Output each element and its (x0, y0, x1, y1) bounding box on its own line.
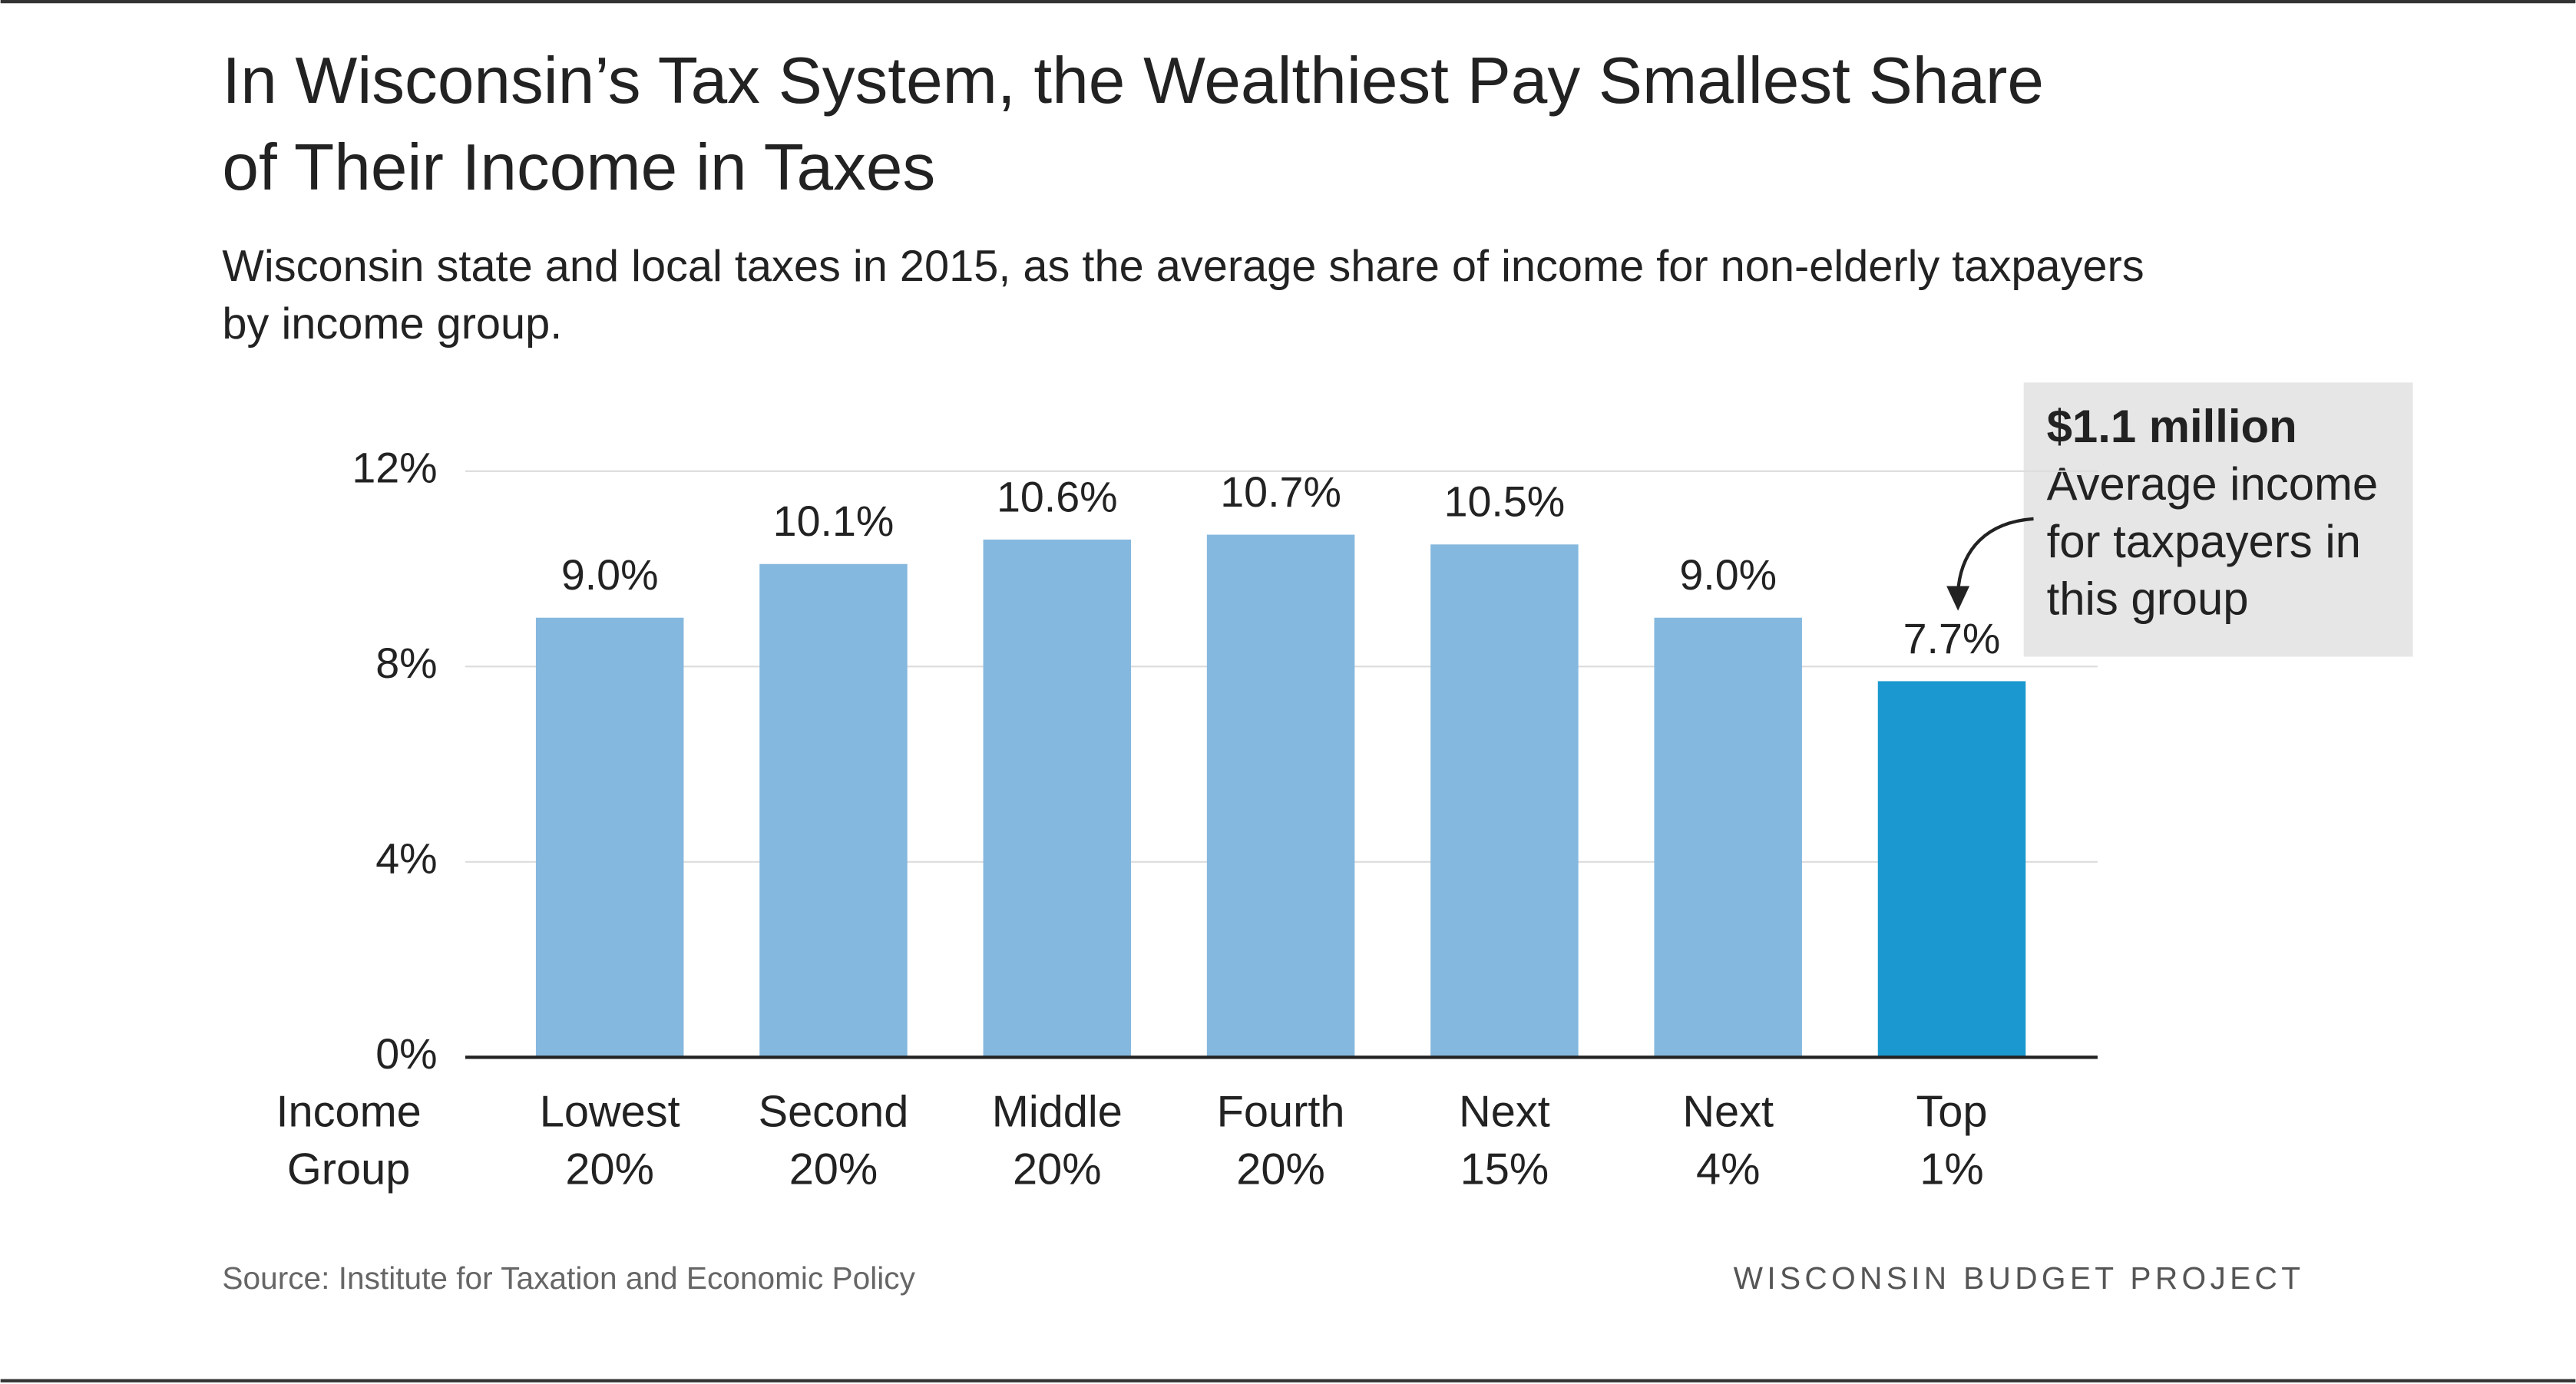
bar (1430, 544, 1579, 1058)
chart-title: In Wisconsin’s Tax System, the Wealthies… (222, 45, 2044, 117)
subtitle: Wisconsin state and local taxes in 2015,… (222, 242, 2144, 291)
value-label: 10.1% (773, 497, 894, 545)
y-tick-label: 8% (375, 639, 437, 687)
annotation-box (2023, 382, 2413, 657)
bar (1654, 617, 1802, 1058)
x-tick-label: Second (759, 1087, 909, 1136)
y-tick-label: 12% (352, 444, 437, 492)
x-tick-label: Middle (992, 1087, 1123, 1136)
bar (983, 539, 1132, 1058)
bar (535, 617, 684, 1058)
x-tick-label: Lowest (540, 1087, 680, 1136)
value-label: 9.0% (561, 551, 659, 599)
x-tick-label: 20% (565, 1145, 654, 1194)
subtitle: by income group. (222, 299, 562, 348)
value-label: 7.7% (1903, 615, 2001, 662)
annotation-text: this group (2047, 573, 2249, 625)
source: Source: Institute for Taxation and Econo… (222, 1260, 915, 1296)
y-tick-label: 0% (375, 1030, 437, 1078)
x-axis-label: Group (287, 1145, 410, 1194)
x-tick-label: 20% (789, 1145, 878, 1194)
value-label: 10.5% (1444, 478, 1566, 526)
chart-title: of Their Income in Taxes (222, 131, 935, 204)
x-tick-label: 20% (1013, 1145, 1102, 1194)
x-tick-label: 15% (1460, 1145, 1549, 1194)
x-tick-label: Next (1682, 1087, 1774, 1136)
annotation-heading: $1.1 million (2047, 401, 2297, 452)
x-axis-label: Income (276, 1087, 421, 1136)
brand: WISCONSIN BUDGET PROJECT (1734, 1260, 2305, 1296)
y-tick-label: 4% (375, 835, 437, 883)
x-tick-label: 1% (1920, 1145, 1983, 1194)
x-tick-label: 20% (1236, 1145, 1325, 1194)
value-label: 9.0% (1679, 551, 1777, 599)
bar (759, 563, 908, 1058)
annotation-arrowhead (1946, 586, 1970, 611)
annotation-text: Average income (2047, 458, 2379, 510)
bar (1206, 534, 1355, 1058)
x-tick-label: Top (1916, 1087, 1987, 1136)
x-tick-label: Fourth (1217, 1087, 1345, 1136)
x-tick-label: Next (1459, 1087, 1550, 1136)
annotation-arrow (1956, 517, 2034, 592)
annotation-text: for taxpayers in (2047, 516, 2361, 567)
bar (1877, 681, 2026, 1058)
value-label: 10.6% (997, 473, 1118, 520)
x-tick-label: 4% (1696, 1145, 1760, 1194)
value-label: 10.7% (1220, 468, 1341, 516)
